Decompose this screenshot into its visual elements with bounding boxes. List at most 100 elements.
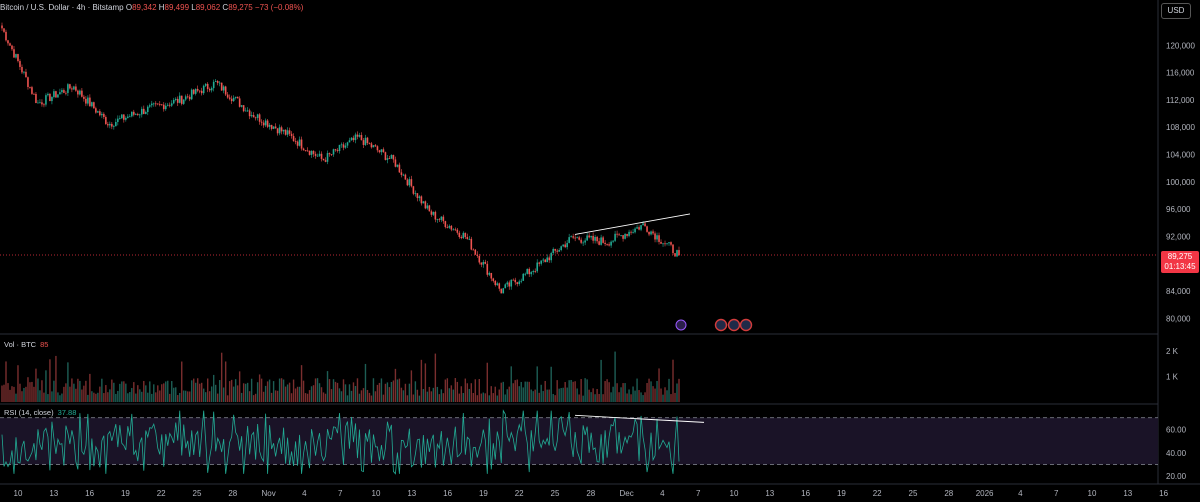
volume-bar [69, 386, 71, 402]
candle-body [400, 172, 403, 175]
candle-body [574, 237, 576, 239]
volume-bar [232, 386, 235, 402]
volume-bar [11, 386, 13, 402]
candle-body [622, 235, 624, 239]
volume-bar [87, 394, 89, 402]
volume-bar [155, 392, 157, 402]
volume-bar [406, 395, 409, 402]
volume-bar [55, 355, 57, 402]
volume-bar [560, 388, 562, 402]
time-axis-tick: 13 [765, 489, 774, 498]
candle-body [368, 143, 371, 144]
candle-body [450, 225, 453, 230]
volume-bar [614, 351, 616, 402]
candle-body [498, 283, 501, 289]
candle-body [77, 90, 79, 95]
candle-body [250, 115, 253, 117]
candle-body [19, 61, 21, 67]
price-axis-tick: 100,000 [1166, 178, 1195, 187]
volume-bar [203, 388, 205, 402]
candle-body [109, 123, 111, 126]
currency-button[interactable]: USD [1161, 3, 1191, 19]
volume-bar [454, 378, 457, 402]
candle-body [540, 260, 543, 264]
candle-body [528, 268, 531, 275]
candle-body [404, 174, 407, 180]
candle-body [282, 129, 285, 132]
volume-bar [286, 384, 289, 402]
candle-body [534, 271, 537, 272]
volume-bar [416, 389, 419, 402]
volume-title: Vol · BTC [4, 340, 37, 349]
candle-body [392, 154, 395, 160]
candle-body [662, 243, 664, 245]
candle-body [566, 242, 568, 248]
volume-bar [71, 378, 73, 402]
volume-bar [634, 390, 636, 402]
time-axis-tick: 16 [801, 489, 810, 498]
candle-body [83, 96, 85, 99]
candle-body [133, 111, 135, 115]
volume-bar [181, 361, 183, 402]
volume-bar [332, 379, 335, 402]
volume-bar [436, 386, 439, 402]
candle-body [150, 103, 153, 106]
volume-bar [354, 385, 357, 402]
volume-bar [538, 392, 540, 402]
volume-bar [372, 378, 375, 402]
volume-bar [526, 381, 528, 402]
candle-body [652, 231, 654, 234]
volume-bar [77, 378, 79, 402]
candle-body [91, 102, 93, 107]
candle-body [23, 71, 25, 73]
candle-body [418, 196, 421, 199]
time-axis-tick: 25 [193, 489, 202, 498]
candle-body [13, 49, 15, 58]
volume-bar [412, 394, 415, 402]
candle-body [220, 82, 223, 91]
candle-body [474, 249, 477, 255]
last-price-tag: 89,275 01:13:45 [1161, 251, 1199, 273]
volume-bar [73, 383, 75, 402]
volume-bar [518, 386, 520, 402]
candle-body [634, 228, 636, 233]
volume-bar [208, 391, 211, 402]
volume-bar [105, 385, 107, 402]
candle-body [650, 231, 652, 235]
candle-body [636, 227, 638, 229]
candle-body [81, 90, 83, 97]
price-axis-tick: 104,000 [1166, 151, 1195, 160]
candle-body [660, 241, 662, 244]
volume-bar [438, 394, 441, 402]
candle-body [344, 145, 347, 148]
volume-bar [228, 381, 231, 402]
volume-bar [632, 386, 634, 402]
volume-bar [498, 389, 500, 402]
volume-bar [37, 378, 39, 402]
time-axis-tick: 4 [1018, 489, 1023, 498]
volume-bar [474, 379, 477, 402]
candle-body [444, 221, 447, 228]
volume-bar [19, 383, 21, 402]
candle-body [142, 108, 145, 114]
candle-body [642, 223, 644, 226]
candle-body [448, 225, 451, 228]
candle-body [664, 243, 666, 245]
candle-body [364, 137, 367, 145]
rsi-trendline [574, 414, 705, 423]
price-trendline [574, 213, 691, 235]
volume-bar [602, 394, 604, 402]
volume-bar [165, 381, 167, 402]
volume-bar [562, 387, 564, 402]
volume-bar [294, 388, 297, 402]
volume-bar [171, 381, 173, 402]
candle-body [292, 136, 295, 142]
volume-axis-tick: 1 K [1166, 373, 1179, 382]
volume-bar [298, 386, 301, 402]
candle-body [542, 259, 545, 261]
volume-bar [326, 371, 329, 402]
candle-body [332, 149, 335, 155]
candle-body [176, 98, 179, 103]
